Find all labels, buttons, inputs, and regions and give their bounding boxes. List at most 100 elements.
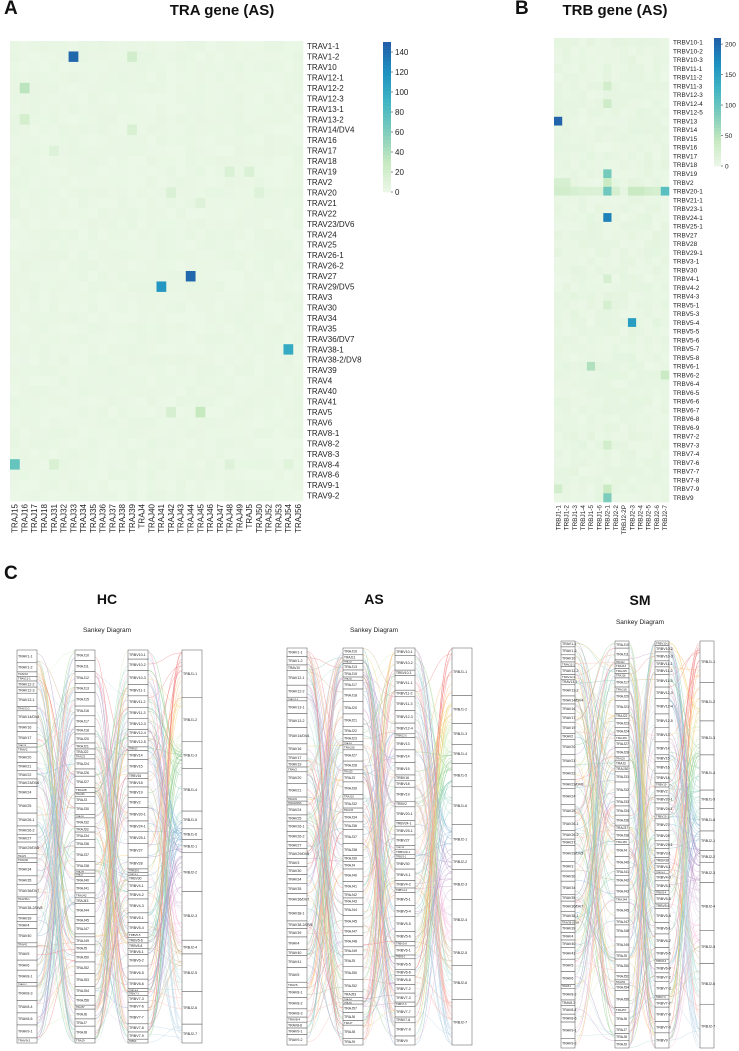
heatmap-cell [205, 114, 216, 125]
sankey-link [147, 932, 183, 970]
heatmap-cell [644, 493, 653, 503]
sankey-node-label: TRBJ2-1 [701, 839, 715, 843]
heatmap-cell [78, 239, 89, 251]
sankey-link [574, 695, 616, 922]
heatmap-cell [176, 135, 187, 146]
sankey-node-label: TRAJ56 [344, 1001, 353, 1004]
sankey-link [414, 691, 453, 904]
sankey-subtitle: Sankey Diagram [350, 627, 398, 634]
sankey-link [306, 965, 344, 1035]
heatmap-cell [185, 61, 196, 73]
sankey-node-label: TRAJ27 [616, 742, 629, 746]
heatmap-cell [39, 302, 50, 314]
heatmap-cell [127, 135, 138, 146]
sankey-link [362, 753, 396, 971]
colorbar-segment [714, 130, 721, 135]
sankey-link [668, 645, 701, 1030]
sankey-node-label: TRAV19 [562, 726, 575, 730]
sankey-link [574, 682, 616, 864]
heatmap-cell [156, 145, 167, 157]
heatmap-cell [660, 449, 670, 459]
heatmap-cell [156, 438, 167, 450]
heatmap-cell [254, 135, 265, 146]
sankey-link [362, 649, 396, 985]
heatmap-cell [97, 218, 108, 230]
heatmap-cell [283, 156, 294, 167]
heatmap-cell [636, 116, 645, 126]
heatmap-cell [205, 229, 216, 240]
heatmap-cell [68, 344, 79, 355]
heatmap-cell [578, 239, 588, 249]
heatmap-cell [97, 427, 108, 439]
row-label: TRAV13-1 [307, 105, 344, 114]
heatmap-cell [146, 166, 157, 178]
sankey-link [574, 843, 616, 963]
heatmap-cell [19, 396, 30, 408]
sankey-link [668, 663, 701, 809]
sankey-link [94, 811, 129, 1026]
heatmap-cell [578, 466, 588, 477]
heatmap-cell [554, 151, 563, 161]
heatmap-cell [660, 300, 670, 310]
row-label: TRBV28 [673, 241, 698, 248]
sankey-link [362, 772, 396, 1045]
sankey-node-label: TRAV4 [18, 923, 29, 927]
heatmap-cell [156, 344, 167, 355]
heatmap-cell [78, 406, 89, 418]
sankey-node-label: TRAJ29 [344, 771, 353, 774]
heatmap-cell [570, 423, 579, 433]
sankey-link [362, 673, 396, 983]
heatmap-cell [10, 291, 21, 303]
heatmap-cell [88, 312, 99, 324]
sankey-link [362, 957, 396, 1039]
col-label: TRAJ4 [138, 503, 147, 528]
sankey-link [628, 656, 656, 834]
sankey-link [147, 666, 183, 698]
sankey-node-label: TRAV6 [288, 983, 298, 987]
heatmap-cell [166, 187, 177, 199]
heatmap-cell [88, 448, 99, 460]
heatmap-cell [562, 81, 571, 91]
heatmap-cell [660, 475, 670, 485]
heatmap-cell [176, 386, 187, 397]
heatmap-cell [78, 197, 89, 209]
heatmap-cell [19, 41, 30, 52]
heatmap-cell [78, 427, 89, 439]
heatmap-cell [185, 406, 196, 418]
sankey-link [668, 651, 701, 713]
colorbar-segment [714, 137, 721, 141]
heatmap-cell [78, 166, 89, 178]
sankey-link [574, 961, 616, 970]
sankey-node-label: TRBV9 [129, 1041, 137, 1043]
heatmap-cell [78, 187, 89, 199]
sankey-link [574, 1033, 616, 1036]
heatmap-cell [603, 274, 612, 284]
row-label: TRBV3-1 [673, 259, 700, 266]
heatmap-cell [562, 38, 571, 48]
sankey-link [668, 810, 701, 1045]
sankey-link [36, 661, 76, 1022]
heatmap-cell [570, 125, 579, 135]
sankey-node-label: TRAJ54 [616, 986, 629, 990]
heatmap-cell [68, 124, 79, 136]
heatmap-cell [644, 405, 653, 415]
sankey-node-label: TRBV7-8 [656, 1013, 671, 1017]
heatmap-cell [166, 459, 177, 470]
heatmap-cell [156, 82, 167, 94]
heatmap-cell [107, 448, 118, 460]
heatmap-cell [619, 449, 629, 459]
heatmap-cell [166, 93, 177, 105]
heatmap-cell [263, 145, 274, 157]
sankey-link [414, 715, 453, 787]
sankey-link [628, 747, 656, 1013]
heatmap-cell [224, 218, 235, 230]
sankey-link [147, 651, 183, 761]
sankey-link [36, 965, 76, 1020]
heatmap-cell [146, 176, 157, 188]
heatmap-cell [127, 197, 138, 209]
heatmap-cell [263, 114, 274, 125]
heatmap-cell [244, 375, 255, 387]
heatmap-cell [117, 386, 128, 397]
heatmap-cell [244, 239, 255, 251]
col-label: TRAJ42 [167, 503, 176, 532]
